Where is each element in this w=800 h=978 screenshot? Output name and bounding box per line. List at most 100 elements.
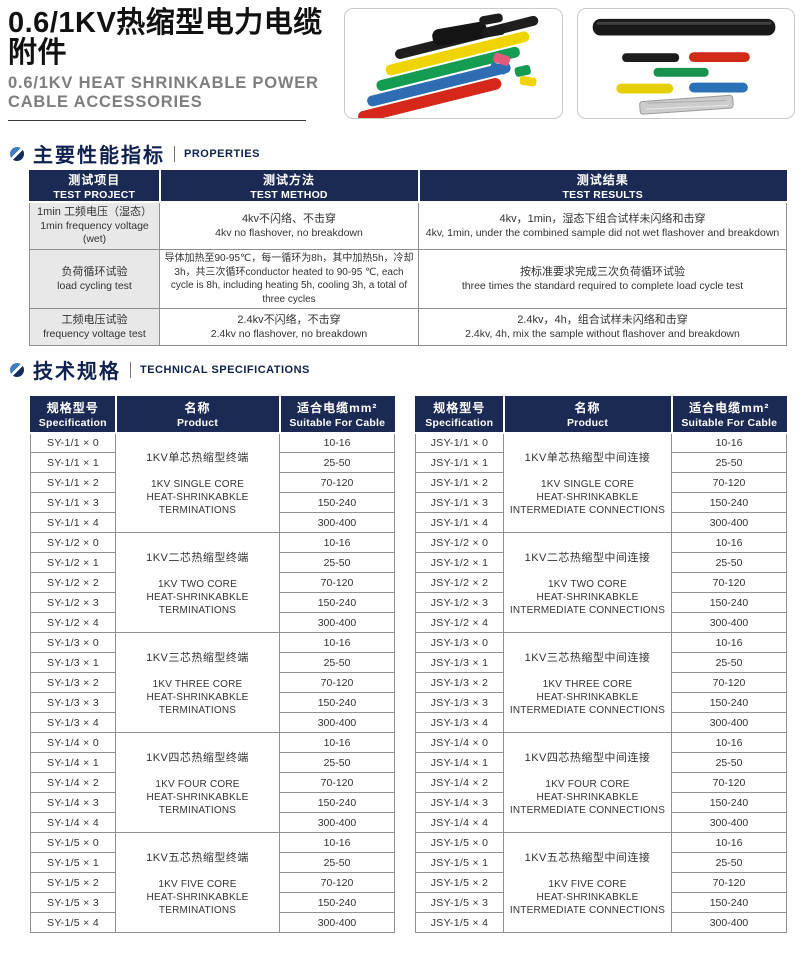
spec-model-cell: JSY-1/3 × 3: [415, 692, 504, 713]
spec-row: SY-1/5 × 4 300-400: [30, 912, 395, 933]
product-name-en: 1KV TWO CORE HEAT-SHRINKABKLE TERMINATIONS: [146, 578, 249, 616]
spec-cable-range-cell: 150-240: [279, 792, 395, 813]
spec-model-cell: JSY-1/2 × 3: [415, 592, 504, 613]
spec-model-cell: JSY-1/3 × 4: [415, 712, 504, 733]
properties-heading-zh: 主要性能指标: [33, 145, 165, 167]
spec-model-cell: JSY-1/3 × 1: [415, 652, 504, 673]
spec-row: SY-1/3 × 0 1KV三芯热缩型终端 1KV THREE CORE HEAT-S…: [30, 632, 395, 733]
page-subtitle-line1: 0.6/1KV HEAT SHRINKABLE POWER: [8, 73, 319, 92]
spec-model-cell: JSY-1/1 × 0: [415, 432, 504, 453]
product-name-en: 1KV TWO CORE HEAT-SHRINKABKLE INTERMEDIATE…: [509, 578, 666, 616]
test-method-cell: 2.4kv不闪络，不击穿 2.4kv no flashover, no brea…: [159, 308, 419, 347]
spec-product-cell: 1KV三芯热缩型终端 1KV THREE CORE HEAT-SHRINKABKLE…: [115, 632, 280, 733]
test-result-cell: 2.4kv，4h，组合试样未闪络和击穿 2.4kv, 4h, mix the s…: [418, 308, 787, 347]
spec-model-cell: SY-1/4 × 3: [30, 792, 116, 813]
spec-model-cell: JSY-1/4 × 3: [415, 792, 504, 813]
spec-cable-range-cell: 70-120: [279, 472, 395, 493]
spec-cable-range-cell: 70-120: [279, 772, 395, 793]
col-header-test-project: 测试项目 TEST PROJECT: [29, 170, 160, 203]
spec-row: JSY-1/5 × 0 1KV五芯热缩型中间连接 1KV FIVE CORE HEAT…: [415, 832, 787, 933]
spec-model-cell: SY-1/4 × 0: [30, 732, 116, 753]
spec-product-cell: 1KV单芯热缩型终端 1KV SINGLE CORE HEAT-SHRINKABKL…: [115, 432, 280, 533]
spec-model-cell: JSY-1/5 × 2: [415, 872, 504, 893]
spec-model-cell: SY-1/1 × 4: [30, 512, 116, 533]
spec-model-cell: JSY-1/2 × 1: [415, 552, 504, 573]
spec-cable-range-cell: 10-16: [279, 632, 395, 653]
spec-row: SY-1/4 × 1 25-50: [30, 752, 395, 773]
test-project-cell: 负荷循环试验 load cycling test: [29, 249, 160, 310]
product-name-en: 1KV FOUR CORE HEAT-SHRINKABKLE INTERMEDIAT…: [509, 778, 666, 816]
spec-cable-range-cell: 300-400: [671, 512, 787, 533]
section-bullet-icon: [10, 146, 24, 161]
col-header-product: 名称 Product: [502, 396, 672, 434]
product-name-zh: 1KV五芯热缩型中间连接: [524, 851, 651, 864]
spec-model-cell: SY-1/5 × 4: [30, 912, 116, 933]
heading-divider: [174, 145, 175, 162]
product-name-zh: 1KV四芯热缩型终端: [146, 751, 249, 764]
spec-cable-range-cell: 70-120: [279, 872, 395, 893]
spec-row: JSY-1/2 × 3 150-240: [415, 592, 787, 613]
spec-cable-range-cell: 10-16: [279, 832, 395, 853]
spec-cable-range-cell: 10-16: [279, 432, 395, 453]
spec-model-cell: SY-1/2 × 1: [30, 552, 116, 573]
spec-model-cell: SY-1/2 × 2: [30, 572, 116, 593]
spec-row: SY-1/5 × 0 1KV五芯热缩型终端 1KV FIVE CORE HEAT-SH…: [30, 832, 395, 933]
spec-cable-range-cell: 150-240: [279, 592, 395, 613]
spec-model-cell: SY-1/3 × 4: [30, 712, 116, 733]
spec-cable-range-cell: 300-400: [279, 512, 395, 533]
spec-row: JSY-1/5 × 1 25-50: [415, 852, 787, 873]
spec-model-cell: SY-1/4 × 4: [30, 812, 116, 833]
specs-heading-en: TECHNICAL SPECIFICATIONS: [140, 363, 310, 376]
spec-cable-range-cell: 150-240: [671, 592, 787, 613]
spec-row: JSY-1/3 × 0 1KV三芯热缩型中间连接 1KV THREE CORE HEA…: [415, 632, 787, 733]
spec-row: JSY-1/1 × 1 25-50: [415, 452, 787, 473]
spec-row: JSY-1/2 × 0 1KV二芯热缩型中间连接 1KV TWO CORE HEAT-…: [415, 532, 787, 633]
spec-model-cell: SY-1/1 × 1: [30, 452, 116, 473]
spec-model-cell: SY-1/2 × 3: [30, 592, 116, 613]
spec-model-cell: JSY-1/2 × 4: [415, 612, 504, 633]
spec-row: SY-1/5 × 3 150-240: [30, 892, 395, 913]
spec-cable-range-cell: 150-240: [279, 892, 395, 913]
properties-section-heading: 主要性能指标 PROPERTIES: [10, 139, 260, 168]
spec-row: SY-1/3 × 3 150-240: [30, 692, 395, 713]
spec-cable-range-cell: 25-50: [671, 652, 787, 673]
product-name-zh: 1KV单芯热缩型终端: [146, 451, 249, 464]
spec-cable-range-cell: 150-240: [279, 692, 395, 713]
page-header: 0.6/1KV热缩型电力电缆附件 0.6/1KV HEAT SHRINKABLE…: [8, 8, 338, 121]
test-method-cell: 导体加热至90-95℃，每一循环为8h，其中加热5h，冷却3h，共三次循环con…: [159, 249, 419, 310]
spec-row: JSY-1/2 × 1 25-50: [415, 552, 787, 573]
spec-cable-range-cell: 150-240: [671, 492, 787, 513]
spec-table-intermediate-connections: 规格型号 Specification 名称 Product 适合电缆mm² Su…: [415, 396, 787, 933]
product-name-zh: 1KV单芯热缩型中间连接: [524, 451, 651, 464]
properties-table: 测试项目 TEST PROJECT 测试方法 TEST METHOD 测试结果 …: [29, 170, 787, 347]
spec-cable-range-cell: 300-400: [279, 712, 395, 733]
spec-cable-range-cell: 70-120: [279, 672, 395, 693]
spec-cable-range-cell: 25-50: [671, 452, 787, 473]
spec-product-cell: 1KV四芯热缩型中间连接 1KV FOUR CORE HEAT-SHRINKABKL…: [503, 732, 672, 833]
spec-model-cell: SY-1/5 × 0: [30, 832, 116, 853]
spec-row: SY-1/2 × 4 300-400: [30, 612, 395, 633]
spec-cable-range-cell: 10-16: [671, 432, 787, 453]
spec-row: SY-1/2 × 3 150-240: [30, 592, 395, 613]
spec-cable-range-cell: 70-120: [671, 572, 787, 593]
connections-kit-illustration: [592, 18, 776, 115]
spec-model-cell: JSY-1/4 × 0: [415, 732, 504, 753]
spec-cable-range-cell: 300-400: [671, 812, 787, 833]
col-header-test-method: 测试方法 TEST METHOD: [158, 170, 419, 203]
properties-header-row: 测试项目 TEST PROJECT 测试方法 TEST METHOD 测试结果 …: [29, 170, 787, 203]
section-bullet-icon: [10, 362, 24, 377]
spec-product-cell: 1KV二芯热缩型中间连接 1KV TWO CORE HEAT-SHRINKABKLE…: [503, 532, 672, 633]
spec-cable-range-cell: 70-120: [671, 872, 787, 893]
spec-product-cell: 1KV四芯热缩型终端 1KV FOUR CORE HEAT-SHRINKABKLE T…: [115, 732, 280, 833]
properties-heading-en: PROPERTIES: [184, 147, 260, 160]
product-name-en: 1KV THREE CORE HEAT-SHRINKABKLE TERMINATIO…: [146, 678, 249, 716]
spec-row: SY-1/2 × 1 25-50: [30, 552, 395, 573]
spec-model-cell: SY-1/4 × 1: [30, 752, 116, 773]
page-title: 0.6/1KV热缩型电力电缆附件: [8, 7, 323, 70]
spec-row: JSY-1/5 × 2 70-120: [415, 872, 787, 893]
spec-cable-range-cell: 25-50: [279, 752, 395, 773]
spec-cable-range-cell: 300-400: [279, 912, 395, 933]
spec-row: SY-1/3 × 4 300-400: [30, 712, 395, 733]
product-name-en: 1KV SINGLE CORE HEAT-SHRINKABKLE TERMINATI…: [146, 478, 249, 516]
